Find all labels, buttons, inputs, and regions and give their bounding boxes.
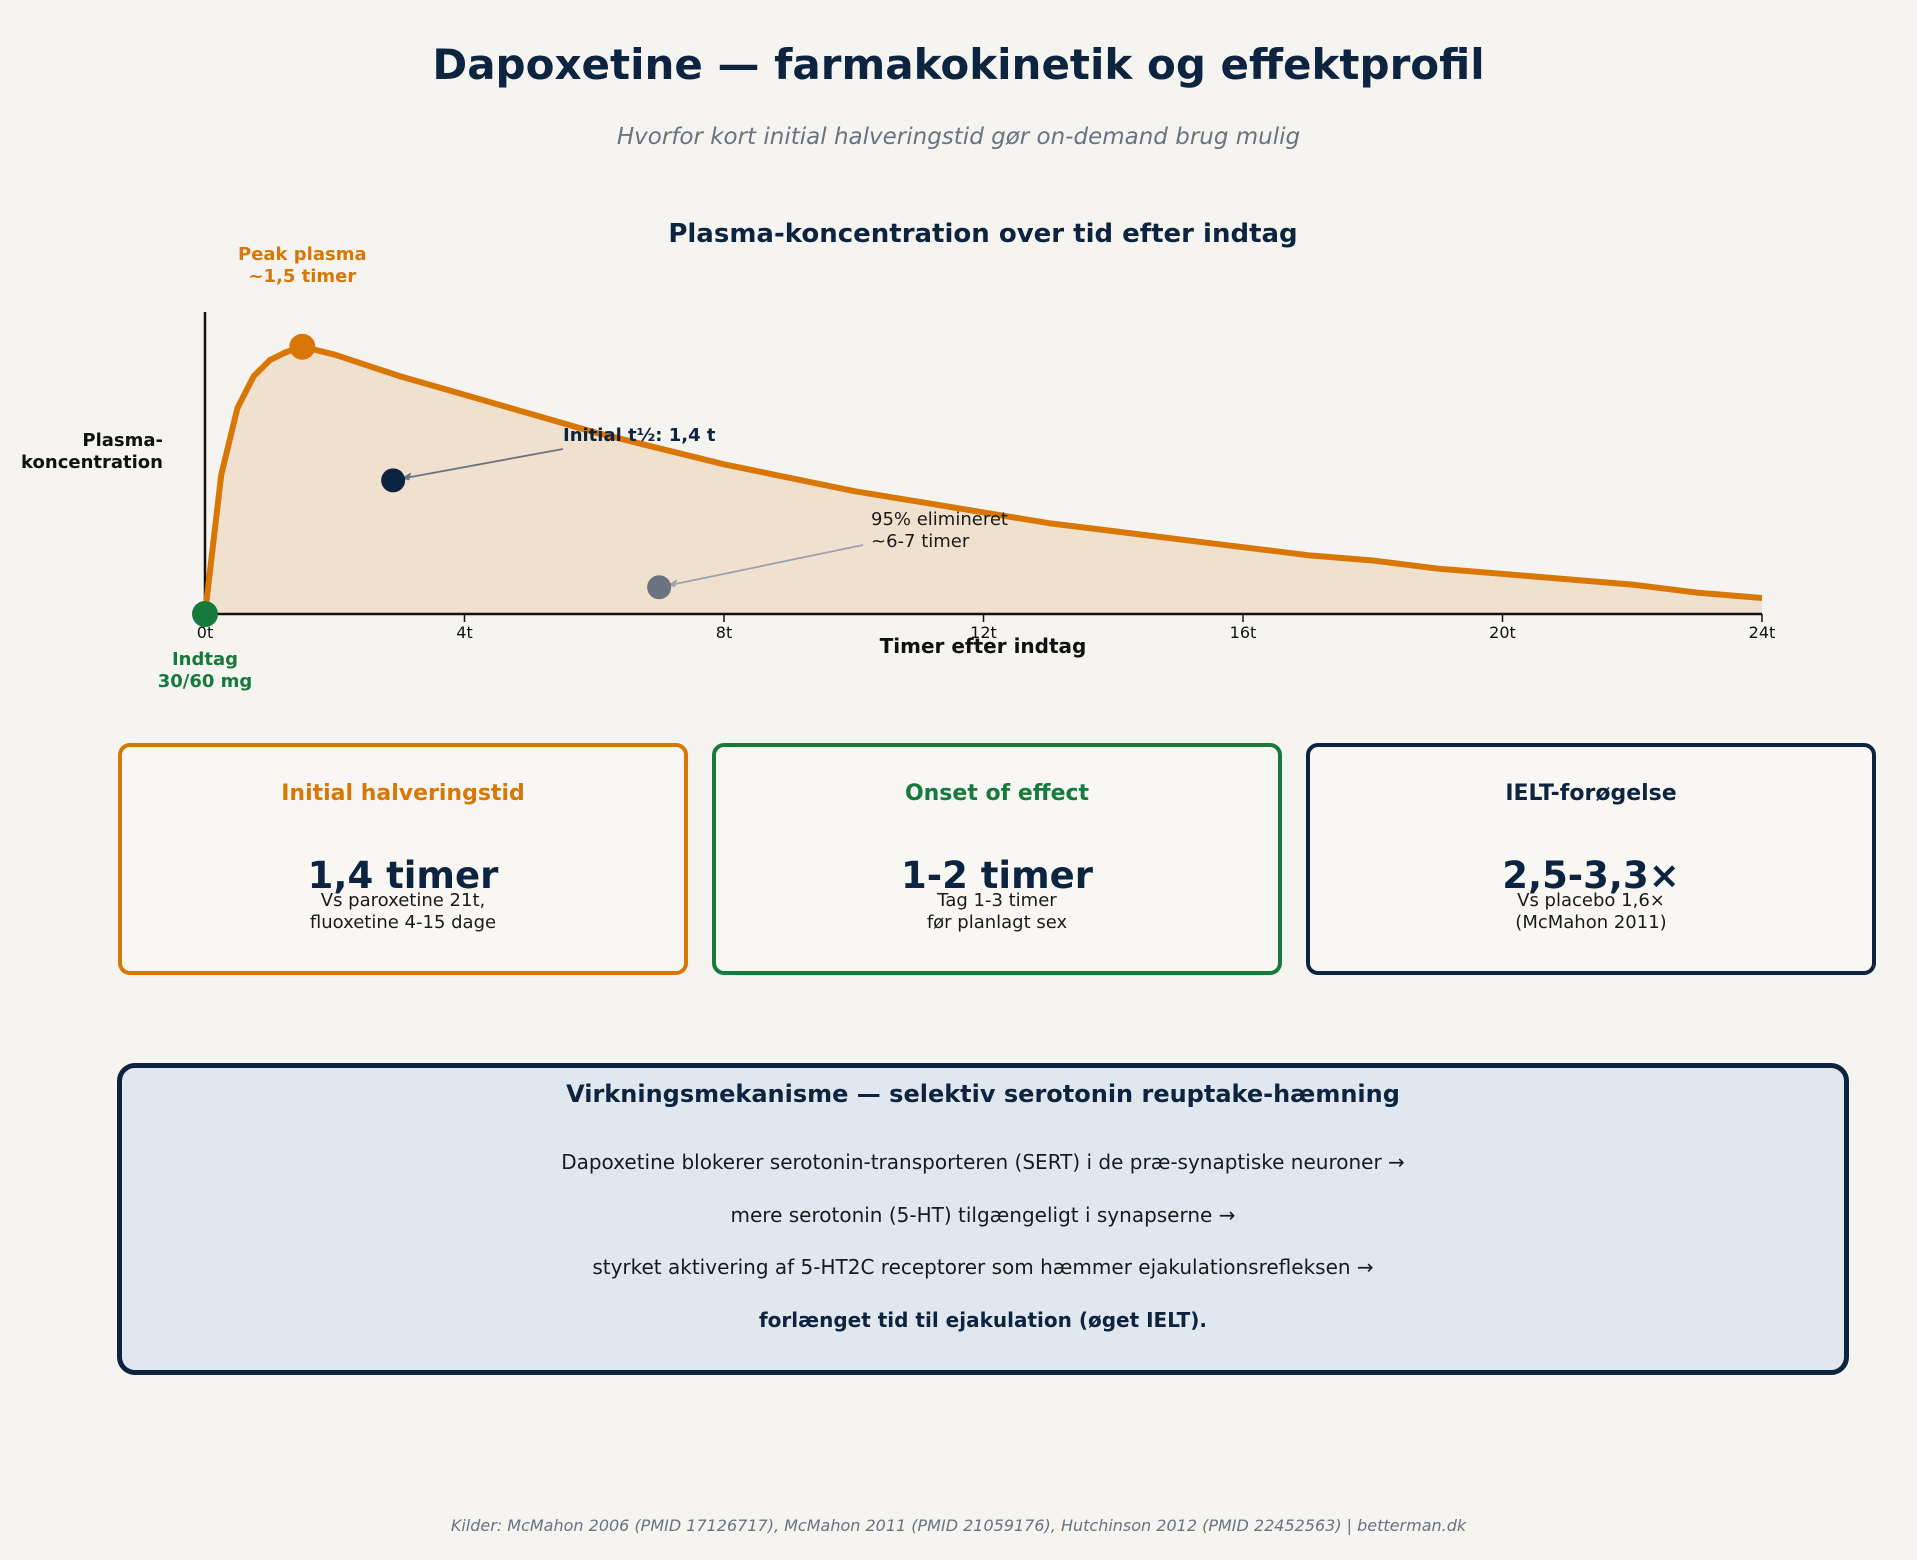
- sources-footer: Kilder: McMahon 2006 (PMID 17126717), Mc…: [450, 1516, 1467, 1535]
- concentration-area: [205, 346, 1762, 614]
- mechanism-line: mere serotonin (5-HT) tilgængeligt i syn…: [730, 1203, 1236, 1227]
- x-tick-label: 8t: [716, 623, 732, 642]
- card-note: Tag 1-3 timer før planlagt sex: [926, 890, 1068, 933]
- card-value: 1,4 timer: [307, 854, 499, 897]
- card-value: 2,5-3,3×: [1502, 854, 1680, 897]
- card-title: Initial halveringstid: [281, 781, 525, 806]
- half-life-card: Initial halveringstid 1,4 timer Vs parox…: [118, 743, 688, 975]
- onset-card: Onset of effect 1-2 timer Tag 1-3 timer …: [712, 743, 1282, 975]
- card-note: Vs placebo 1,6× (McMahon 2011): [1515, 890, 1667, 933]
- x-tick-label: 4t: [456, 623, 472, 642]
- mechanism-title: Virkningsmekanisme — selektiv serotonin …: [566, 1080, 1400, 1108]
- plasma-concentration-chart: Plasma-koncentration over tid efter indt…: [21, 219, 1776, 692]
- elimination-label: 95% elimineret ~6-7 timer: [871, 509, 1008, 552]
- half-life-marker: [381, 468, 406, 493]
- half-life-arrow: [402, 448, 564, 480]
- y-axis-label: Plasma-koncentration: [21, 430, 163, 473]
- x-tick-label: 24t: [1749, 623, 1776, 642]
- x-tick-label: 12t: [970, 623, 997, 642]
- x-tick-label: 16t: [1230, 623, 1257, 642]
- card-value: 1-2 timer: [901, 854, 1093, 897]
- page-subtitle: Hvorfor kort initial halveringstid gør o…: [616, 124, 1301, 150]
- mechanism-line: Dapoxetine blokerer serotonin-transporte…: [561, 1150, 1405, 1174]
- elimination-marker: [647, 575, 672, 600]
- x-tick-label: 20t: [1489, 623, 1516, 642]
- concentration-line: [202, 343, 1763, 615]
- mechanism-line: forlænget tid til ejakulation (øget IELT…: [758, 1308, 1208, 1332]
- card-title: IELT-forøgelse: [1505, 781, 1677, 806]
- half-life-label: Initial t½: 1,4 t: [563, 425, 716, 446]
- peak-marker: [289, 333, 316, 360]
- elimination-arrow: [668, 544, 864, 587]
- x-tick-label: 0t: [197, 623, 213, 642]
- mechanism-line: styrket aktivering af 5-HT2C receptorer …: [592, 1255, 1374, 1279]
- intake-label: Indtag 30/60 mg: [158, 649, 253, 692]
- x-axis-label: Timer efter indtag: [880, 634, 1087, 658]
- intake-marker: [192, 601, 218, 627]
- card-title: Onset of effect: [904, 781, 1090, 806]
- chart-title: Plasma-koncentration over tid efter indt…: [668, 219, 1297, 249]
- card-note: Vs paroxetine 21t, fluoxetine 4-15 dage: [309, 890, 497, 933]
- page-title: Dapoxetine — farmakokinetik og effektpro…: [432, 40, 1485, 89]
- ielt-card: IELT-forøgelse 2,5-3,3× Vs placebo 1,6× …: [1306, 743, 1876, 975]
- peak-label: Peak plasma ~1,5 timer: [238, 244, 367, 287]
- mechanism-box: Virkningsmekanisme — selektiv serotonin …: [117, 1063, 1849, 1375]
